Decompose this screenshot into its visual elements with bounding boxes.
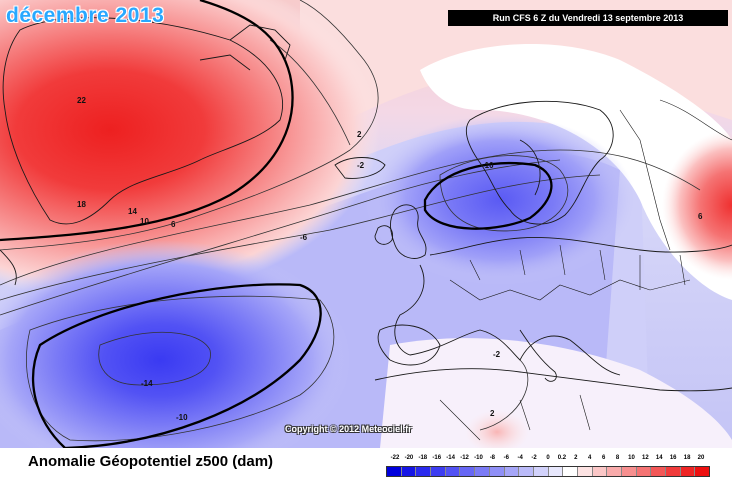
legend-tick-label: 0.2 — [557, 455, 567, 461]
legend-tick-label: 8 — [615, 455, 620, 461]
coast-britain — [390, 204, 427, 259]
legend-tick-label: -22 — [390, 455, 400, 461]
legend-swatch — [401, 467, 417, 476]
positive-anomaly-east — [662, 130, 732, 280]
legend-tick-label: -18 — [418, 455, 428, 461]
legend-tick-label: 10 — [628, 455, 635, 461]
neutral-zone-south — [380, 338, 732, 448]
contour-label: 22 — [77, 96, 86, 105]
thin-contours — [0, 0, 701, 442]
contour-north-sea-low — [423, 161, 553, 230]
legend-tick-label: -12 — [460, 455, 469, 461]
legend-swatch — [622, 467, 637, 476]
legend-ticks: -22 -20 -18 -16 -14 -12 -10 -8 -6 -4 -2 0 0.2 2 4 6 8 10 1… — [391, 455, 715, 465]
legend-swatch — [445, 467, 461, 476]
legend-swatch — [416, 467, 432, 476]
contour-label: -14 — [141, 379, 153, 388]
coast-greenland — [2, 17, 283, 225]
legend-tick-label: 12 — [642, 455, 649, 461]
contour-label: -6 — [300, 233, 308, 242]
contour-label: 6 — [698, 212, 703, 221]
anomaly-map: 22 18 14 10 6 2 -2 -6 -10 -14 -10 -2 6 2 — [0, 0, 732, 448]
legend-swatch — [431, 467, 446, 476]
contour-labels: 22 18 14 10 6 2 -2 -6 -10 -14 -10 -2 6 2 — [77, 96, 703, 422]
copyright: Copyright © 2012 Meteociel.fr — [285, 424, 412, 434]
legend-swatch — [533, 467, 549, 476]
legend-swatch — [592, 467, 608, 476]
positive-anomaly-greenland — [0, 0, 380, 300]
coastlines — [0, 17, 732, 441]
contour-label: -10 — [482, 161, 494, 170]
positive-anomaly-sahara — [465, 410, 529, 448]
coast-ireland — [374, 225, 394, 245]
legend-swatch — [636, 467, 652, 476]
contour-atlantic-low — [32, 283, 322, 448]
legend-tick-label: 6 — [601, 455, 606, 461]
legend-swatch — [504, 467, 520, 476]
contour-label: 2 — [490, 409, 495, 418]
legend-swatch — [695, 467, 710, 476]
run-info: Run CFS 6 Z du Vendredi 13 septembre 201… — [448, 10, 728, 26]
coast-scandinavia — [465, 100, 614, 225]
negative-anomaly-north-sea — [365, 115, 635, 285]
legend-tick-label: 2 — [574, 455, 578, 461]
legend-tick-label: -14 — [446, 455, 455, 461]
map-title: décembre 2013 — [6, 4, 165, 27]
coast-north-africa — [374, 368, 732, 392]
contour-label: 18 — [77, 200, 86, 209]
legend-swatch — [607, 467, 622, 476]
contour-label: 10 — [140, 217, 149, 226]
contour-label: 2 — [357, 130, 362, 139]
legend-tick-label: -8 — [489, 455, 496, 461]
legend-tick-label: -2 — [531, 455, 537, 461]
legend-bar — [386, 466, 710, 477]
contour-label: -10 — [176, 413, 188, 422]
legend-swatch — [577, 467, 593, 476]
legend-swatch — [680, 467, 696, 476]
legend-swatch — [651, 467, 667, 476]
legend-tick-label: 4 — [588, 455, 592, 461]
contour-label: -2 — [493, 350, 501, 359]
coast-iberia — [377, 324, 441, 366]
legend-tick-label: 18 — [683, 455, 691, 461]
legend-tick-label: -20 — [404, 455, 414, 461]
legend-swatch — [519, 467, 534, 476]
legend-swatch — [460, 467, 476, 476]
contour-label: -2 — [357, 161, 365, 170]
coast-italy — [519, 329, 557, 382]
contour-greenland-high — [0, 0, 294, 242]
negative-anomaly-atlantic — [0, 240, 350, 448]
legend-swatch — [387, 467, 402, 476]
contour-label: 14 — [128, 207, 137, 216]
legend-tick-label: 16 — [669, 455, 677, 461]
legend-swatch — [666, 467, 681, 476]
legend-tick-label: 0 — [546, 455, 550, 461]
color-legend: -22 -20 -18 -16 -14 -12 -10 -8 -6 -4 -2 0 0.2 2 4 6 8 10 1… — [386, 455, 715, 483]
legend-swatch — [489, 467, 505, 476]
contour-label: 6 — [171, 220, 176, 229]
legend-tick-label: -10 — [474, 455, 483, 461]
legend-swatch — [475, 467, 490, 476]
legend-tick-label: -4 — [517, 455, 523, 461]
legend-swatch — [563, 467, 578, 476]
legend-tick-label: 20 — [697, 455, 705, 461]
legend-tick-label: 14 — [655, 455, 663, 461]
variable-label: Anomalie Géopotentiel z500 (dam) — [28, 453, 274, 470]
coast-europe — [394, 237, 732, 376]
legend-swatch — [548, 467, 564, 476]
legend-tick-label: -6 — [503, 455, 509, 461]
coast-iceland — [334, 157, 386, 179]
legend-tick-label: -16 — [432, 455, 442, 461]
thick-contours — [0, 0, 553, 448]
